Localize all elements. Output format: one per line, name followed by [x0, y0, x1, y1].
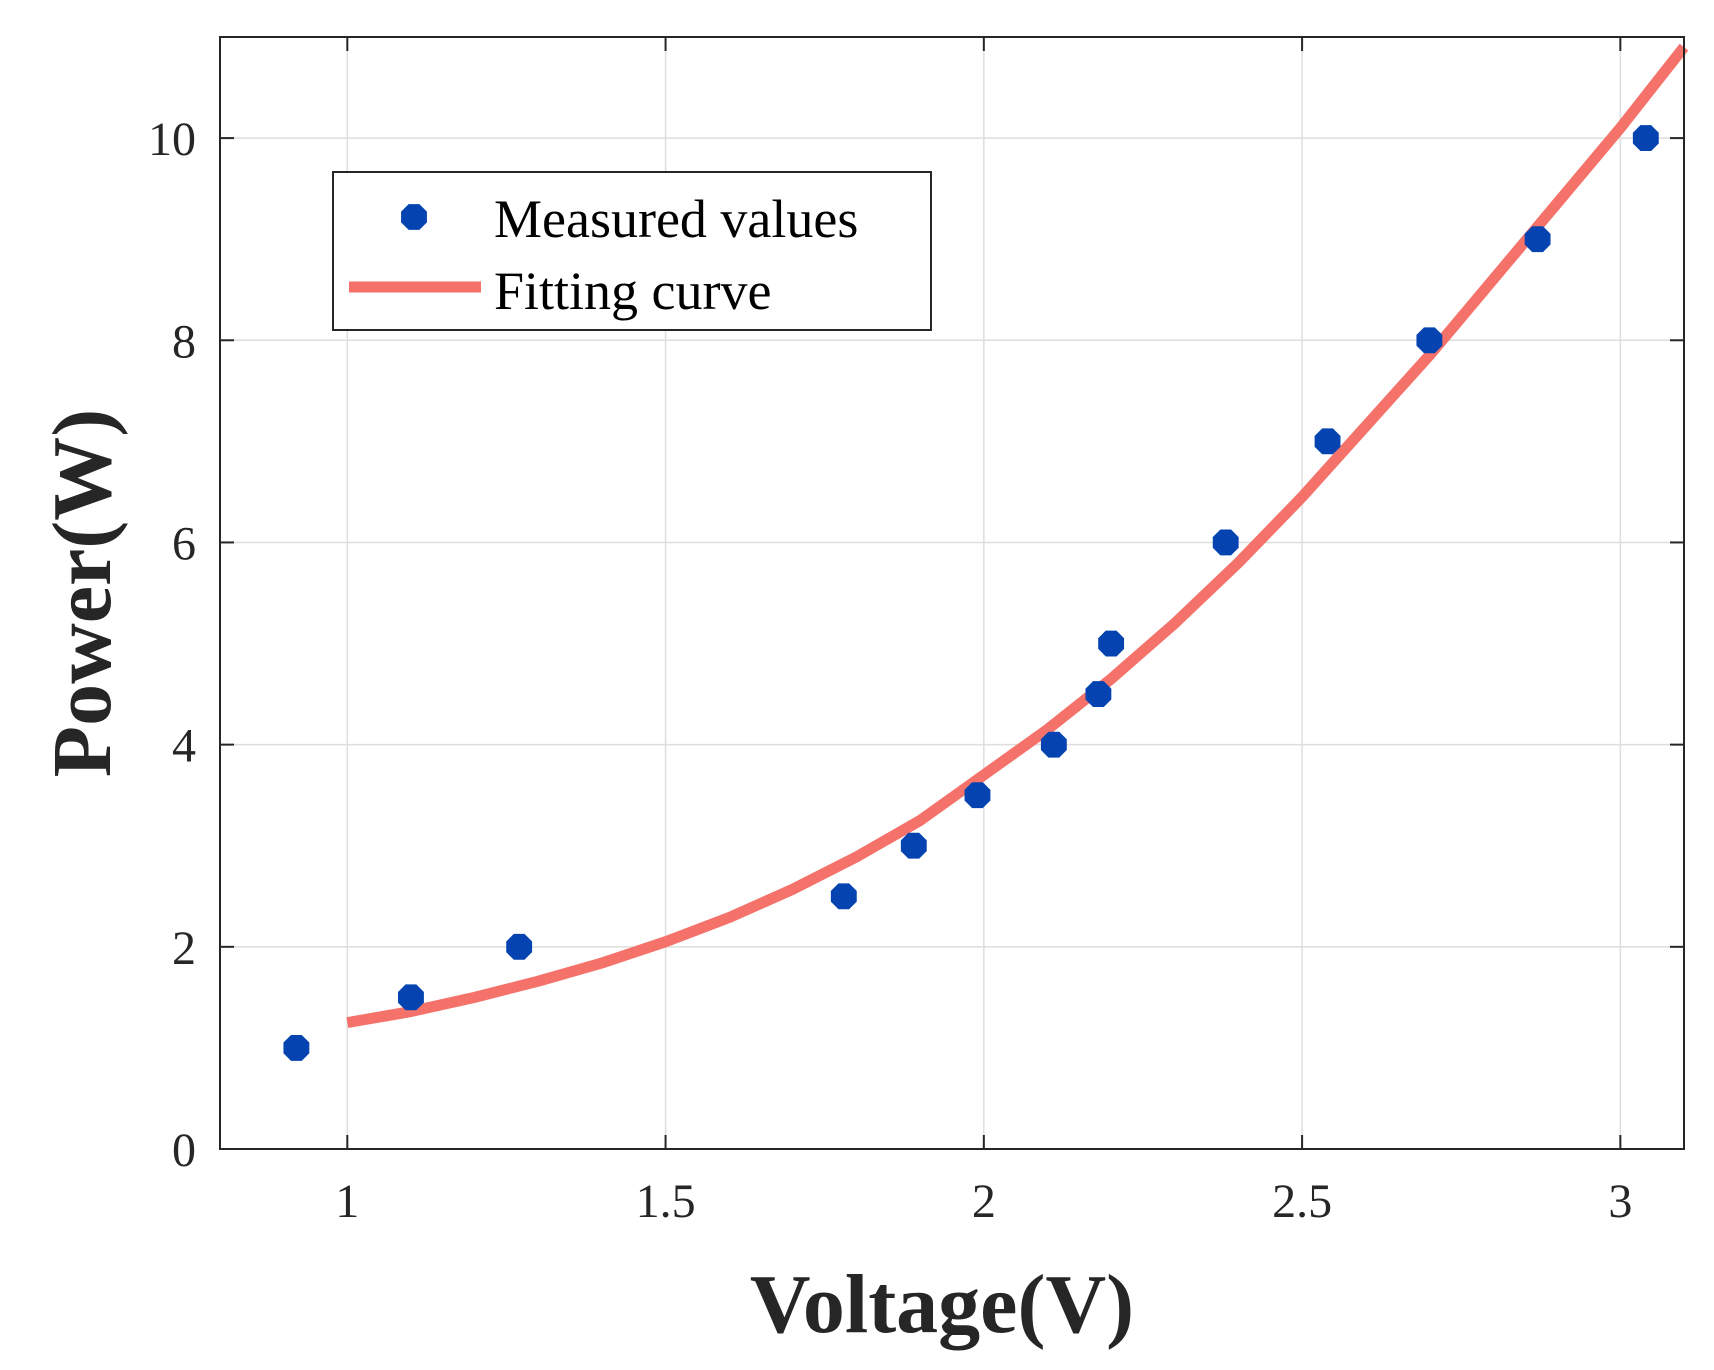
measured-value-point [283, 1034, 310, 1061]
legend-label-measured: Measured values [494, 189, 858, 249]
measured-value-point [900, 832, 927, 859]
measured-values-series [283, 125, 1659, 1061]
measured-value-point [964, 782, 991, 809]
measured-value-point [1085, 681, 1112, 708]
legend-box [332, 171, 932, 331]
legend-marker-measured [401, 204, 427, 230]
fitting-curve-line [346, 43, 1689, 1029]
measured-value-point [1098, 630, 1125, 657]
y-tick-label: 6 [172, 517, 196, 570]
y-tick-label: 4 [172, 720, 196, 773]
y-tick-label: 2 [172, 922, 196, 975]
y-axis-label: Power(W) [36, 409, 129, 777]
measured-value-point [1212, 529, 1239, 556]
measured-value-point [398, 984, 424, 1011]
x-tick-label: 2 [972, 1175, 996, 1228]
legend-label-fitting: Fitting curve [494, 261, 771, 321]
fitting-curve-series [346, 43, 1689, 1029]
measured-value-point [830, 883, 857, 910]
measured-value-point [1632, 125, 1659, 152]
x-tick-label: 2.5 [1272, 1175, 1332, 1228]
x-axis-label: Voltage(V) [750, 1258, 1134, 1351]
measured-value-point [1416, 327, 1443, 354]
y-tick-label: 8 [172, 315, 196, 368]
plot-frame [219, 36, 1685, 1150]
y-tick-label: 10 [148, 113, 196, 166]
x-tick-label: 1.5 [636, 1175, 696, 1228]
y-tick-label: 0 [172, 1124, 196, 1177]
x-tick-label: 1 [335, 1175, 359, 1228]
measured-value-point [506, 933, 533, 960]
legend: Measured values Fitting curve [332, 171, 932, 331]
x-tick-labels: 1 1.5 2 2.5 3 [335, 1175, 1632, 1228]
measured-value-point [1524, 226, 1551, 253]
measured-value-point [1314, 428, 1341, 455]
measured-value-point [1040, 731, 1067, 758]
x-ticks [346, 37, 1622, 1149]
x-tick-label: 3 [1608, 1175, 1632, 1228]
y-tick-labels: 0 2 4 6 8 10 [148, 113, 196, 1177]
